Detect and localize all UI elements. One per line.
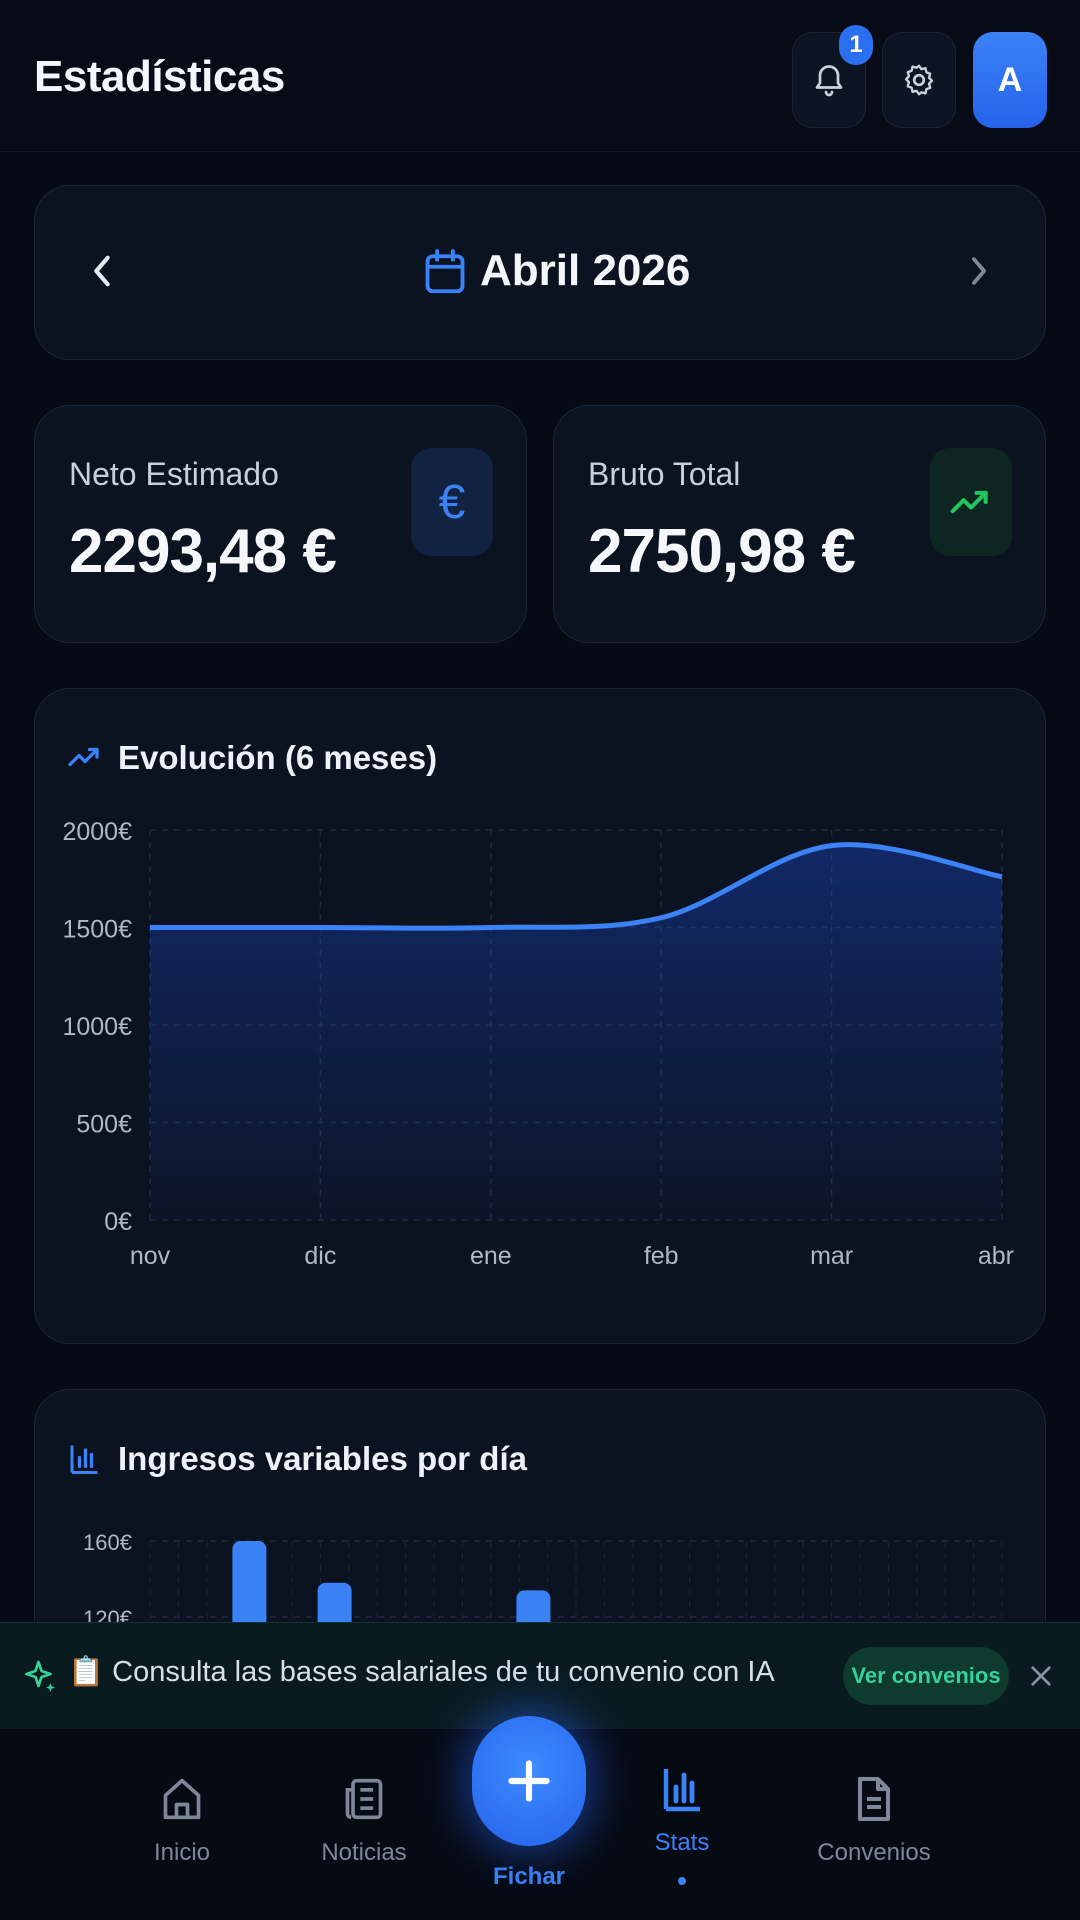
close-icon[interactable] [1030, 1665, 1052, 1687]
user-avatar[interactable]: A [973, 32, 1047, 128]
nav-label: Noticias [321, 1839, 407, 1866]
x-tick-label: dic [304, 1242, 336, 1270]
trending-up-icon [68, 747, 99, 767]
gear-icon [904, 64, 934, 96]
bell-icon [815, 65, 843, 97]
neto-label: Neto Estimado [69, 456, 279, 492]
bruto-value: 2750,98 € [588, 517, 856, 586]
document-icon [858, 1777, 890, 1821]
daily-income-chart: 120€ 160€ [83, 1530, 1003, 1622]
euro-icon-box: € [411, 448, 493, 556]
y-tick-label: 120€ [83, 1606, 132, 1622]
nav-item-noticias[interactable]: Noticias [284, 1729, 444, 1920]
nav-item-inicio[interactable]: Inicio [102, 1729, 262, 1920]
bar-chart-icon [70, 1445, 98, 1474]
newspaper-icon [345, 1778, 383, 1820]
nav-label: Stats [654, 1829, 710, 1856]
bruto-label: Bruto Total [588, 456, 741, 492]
fichar-fab-button[interactable] [472, 1716, 586, 1846]
ver-convenios-button[interactable]: Ver convenios [843, 1647, 1009, 1705]
banner-text: 📋 Consulta las bases salariales de tu co… [68, 1656, 775, 1688]
convenio-ai-banner: 📋 Consulta las bases salariales de tu co… [0, 1622, 1080, 1728]
month-selector [34, 185, 1046, 360]
home-icon [163, 1778, 201, 1820]
y-tick-label: 1500€ [62, 916, 132, 944]
sparkles-icon [25, 1660, 55, 1692]
chevron-left-icon[interactable] [88, 252, 116, 290]
y-tick-label: 160€ [83, 1530, 132, 1555]
bruto-card: Bruto Total 2750,98 € [553, 405, 1046, 643]
y-tick-label: 1000€ [62, 1013, 132, 1041]
notifications-button[interactable]: 1 [792, 25, 873, 128]
nav-label-fichar: Fichar [492, 1863, 566, 1890]
evolution-area [150, 844, 1002, 1220]
euro-icon: € [438, 475, 466, 529]
trending-up-icon [950, 490, 988, 514]
y-tick-label: 0€ [104, 1208, 132, 1236]
nav-item-convenios[interactable]: Convenios [794, 1729, 954, 1920]
y-tick-label: 500€ [76, 1111, 132, 1139]
nav-item-stats[interactable]: Stats [602, 1729, 762, 1920]
daily-bar [232, 1541, 267, 1622]
calendar-icon [425, 249, 465, 294]
x-tick-label: abr [978, 1242, 1014, 1270]
chevron-right-icon[interactable] [966, 254, 992, 288]
evolution-title: Evolución (6 meses) [118, 739, 438, 776]
x-tick-label: mar [810, 1242, 853, 1270]
active-indicator-dot [678, 1877, 686, 1885]
current-month-label: Abril 2026 [480, 246, 691, 295]
nav-label: Convenios [817, 1839, 931, 1866]
app-header: Estadísticas 1 A [0, 0, 1080, 152]
x-tick-label: ene [470, 1242, 512, 1270]
notification-badge: 1 [839, 25, 873, 65]
daily-income-title: Ingresos variables por día [118, 1440, 527, 1477]
evolution-line [149, 842, 1003, 931]
bar-chart-icon [663, 1769, 700, 1812]
nav-label: Inicio [153, 1839, 211, 1866]
plus-icon [508, 1760, 550, 1802]
settings-button[interactable] [882, 32, 956, 128]
y-tick-label: 2000€ [62, 818, 132, 846]
neto-value: 2293,48 € [69, 517, 337, 586]
trend-icon-box [930, 448, 1012, 556]
x-tick-label: feb [644, 1242, 679, 1270]
evolution-chart: 0€ 500€ 1000€ 1500€ 2000€ nov dic ene feb mar abr [62, 818, 1014, 1270]
x-tick-label: nov [130, 1242, 171, 1270]
daily-bar [317, 1582, 352, 1622]
daily-bar [516, 1590, 551, 1622]
page-title: Estadísticas [34, 52, 285, 101]
neto-card: Neto Estimado 2293,48 € € [34, 405, 527, 643]
